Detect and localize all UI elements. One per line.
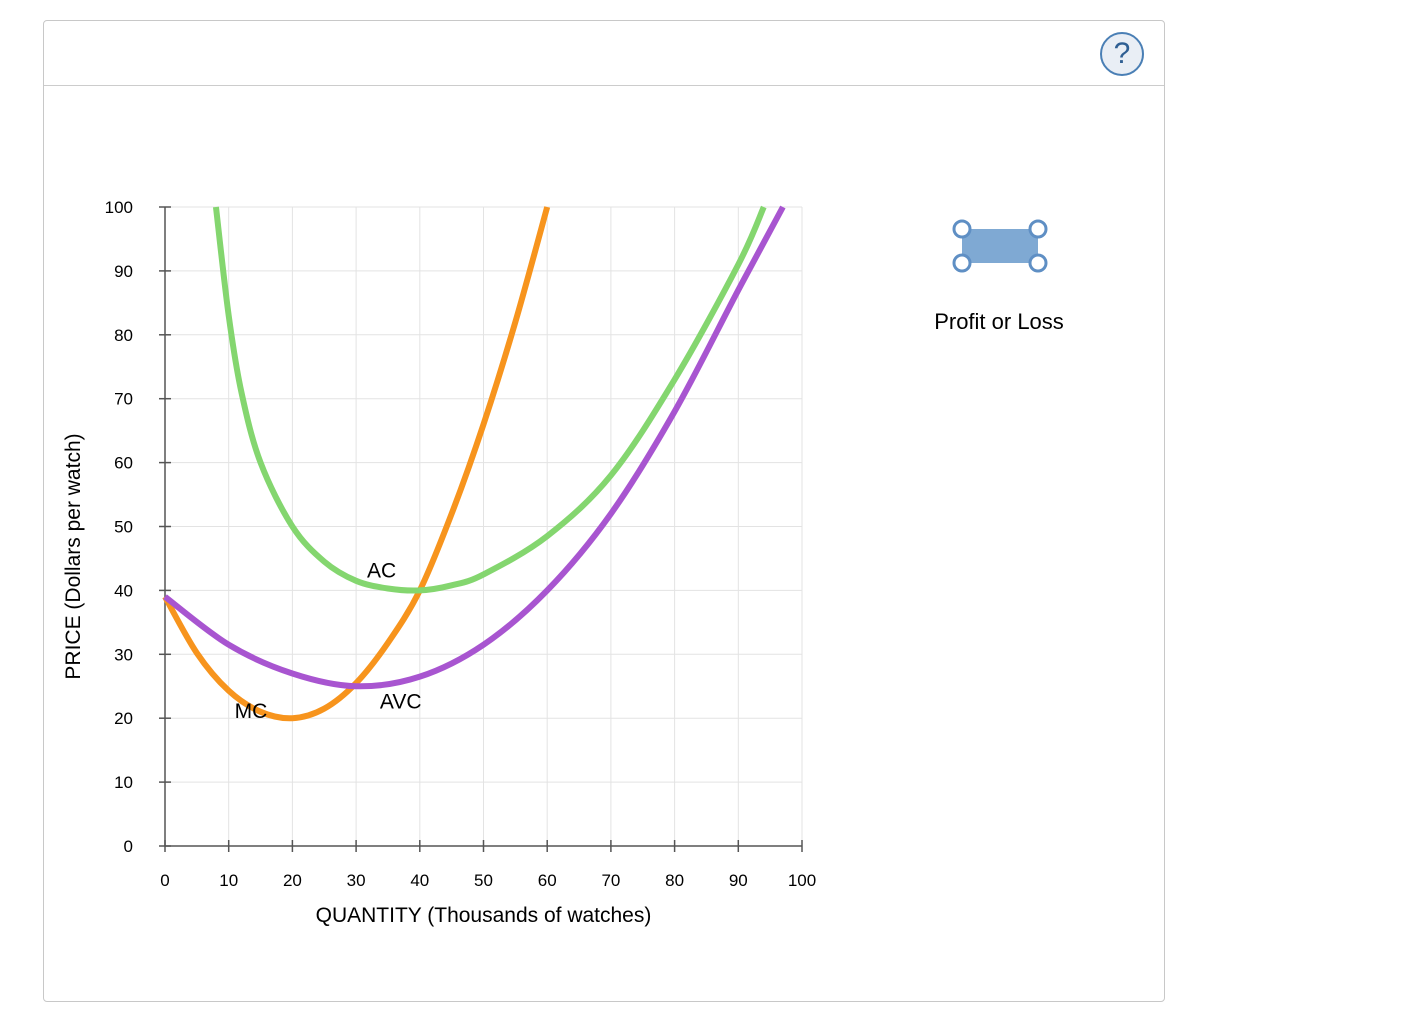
- y-tick-label: 10: [114, 773, 133, 792]
- curve-avc: [163, 205, 786, 690]
- y-tick-label: 0: [124, 837, 133, 856]
- y-tick-label: 30: [114, 645, 133, 664]
- curve-ac: [212, 205, 767, 594]
- x-tick-label: 60: [538, 871, 557, 890]
- help-button[interactable]: ?: [1100, 32, 1144, 76]
- x-tick-label: 80: [665, 871, 684, 890]
- resize-handle-icon: [952, 253, 972, 273]
- y-axis-title: PRICE (Dollars per watch): [62, 433, 85, 679]
- y-tick-label: 50: [114, 518, 133, 537]
- x-tick-label: 40: [410, 871, 429, 890]
- x-tick-label: 20: [283, 871, 302, 890]
- x-tick-label: 10: [219, 871, 238, 890]
- profit-or-loss-label: Profit or Loss: [934, 309, 1064, 334]
- x-tick-label: 90: [729, 871, 748, 890]
- curve-label-mc: MC: [235, 700, 268, 723]
- cost-curves-chart: 0 10 20 30 40 50 60 70 80 90 100 0 10 20 30 40 50 60 70 80 9…: [62, 198, 816, 927]
- y-tick-label: 100: [105, 198, 133, 217]
- curve-mc: [162, 206, 551, 722]
- curve-label-avc: AVC: [380, 691, 422, 714]
- profit-or-loss-tool[interactable]: [949, 217, 1051, 277]
- y-tick-label: 40: [114, 581, 133, 600]
- y-tick-label: 80: [114, 326, 133, 345]
- help-icon: ?: [1113, 37, 1131, 70]
- y-tick-label: 90: [114, 262, 133, 281]
- profit-or-loss-swatch: [962, 229, 1038, 263]
- x-tick-label: 70: [601, 871, 620, 890]
- x-tick-label: 0: [160, 871, 169, 890]
- x-tick-label: 30: [347, 871, 366, 890]
- graph-panel: ? 0 10 20 30 40 50 60 70 80 90 100 0 10 20 30 40 50 60 70 8…: [43, 20, 1165, 1002]
- y-tick-label: 60: [114, 454, 133, 473]
- toolbar: ?: [44, 21, 1164, 86]
- profit-or-loss-icon: [952, 219, 1048, 273]
- x-tick-label: 100: [788, 871, 816, 890]
- resize-handle-icon: [952, 219, 972, 239]
- curve-label-ac: AC: [367, 560, 396, 583]
- resize-handle-icon: [1028, 219, 1048, 239]
- x-axis-title: QUANTITY (Thousands of watches): [316, 904, 652, 927]
- resize-handle-icon: [1028, 253, 1048, 273]
- y-tick-label: 70: [114, 390, 133, 409]
- y-tick-label: 20: [114, 709, 133, 728]
- x-tick-label: 50: [474, 871, 493, 890]
